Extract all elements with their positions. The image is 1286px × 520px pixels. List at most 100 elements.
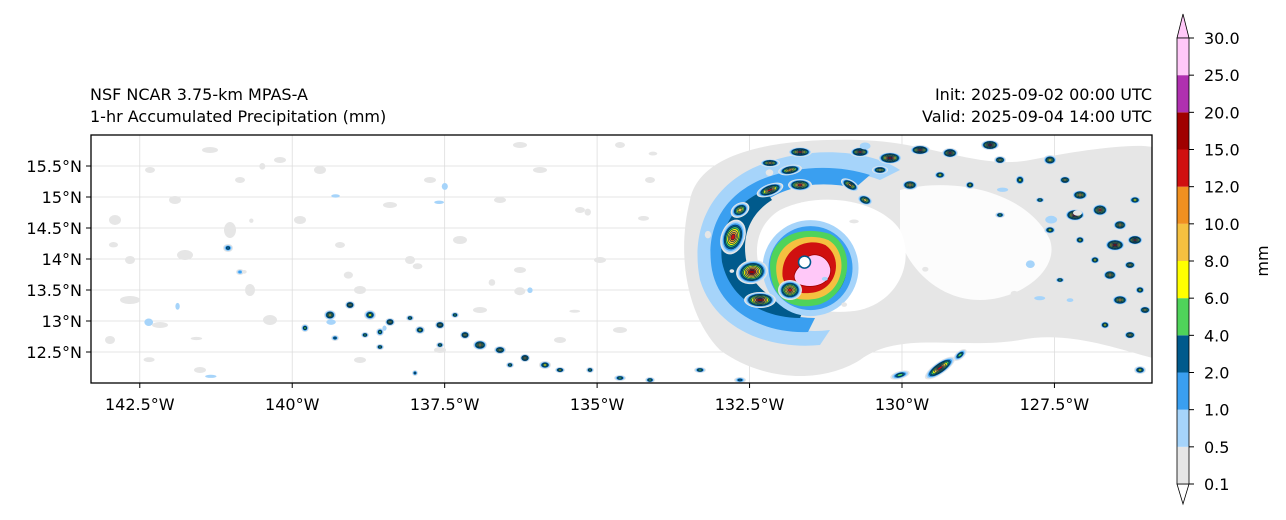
light-rain-area bbox=[533, 167, 547, 173]
rain-cell bbox=[385, 318, 395, 326]
lat-axis: 12.5°N 13°N 13.5°N 14°N 14.5°N 15°N 15.5°N bbox=[26, 157, 91, 362]
rain-contour bbox=[863, 198, 867, 202]
rain-contour bbox=[878, 168, 882, 172]
rain-contour bbox=[767, 188, 773, 192]
rain-speck bbox=[729, 269, 735, 273]
rain-contour bbox=[998, 213, 1002, 217]
light-rain-area bbox=[594, 257, 606, 263]
rain-contour bbox=[368, 313, 372, 317]
lat-tick-label: 13.5°N bbox=[26, 281, 82, 300]
rain-contour bbox=[543, 363, 547, 367]
rain-contour bbox=[730, 233, 736, 241]
rain-cell bbox=[1112, 295, 1128, 305]
rain-speck bbox=[331, 194, 340, 198]
rain-cell bbox=[953, 349, 967, 361]
rain-contour bbox=[957, 352, 963, 358]
colorbar-tick-label: 6.0 bbox=[1204, 289, 1229, 308]
rain-cell bbox=[1139, 306, 1151, 314]
colorbar-tick-label: 12.0 bbox=[1204, 178, 1240, 197]
rain-speck bbox=[1045, 215, 1058, 224]
light-rain-area bbox=[613, 327, 627, 333]
rain-cell bbox=[1075, 236, 1085, 244]
colorbar-swatch bbox=[1177, 298, 1189, 336]
rain-cell bbox=[934, 171, 946, 179]
rain-cell bbox=[361, 332, 369, 338]
rain-speck bbox=[841, 302, 848, 307]
rain-speck bbox=[241, 269, 247, 274]
light-rain-area bbox=[120, 296, 140, 304]
lon-tick-label: 140°W bbox=[265, 395, 320, 414]
rain-contour bbox=[378, 345, 382, 349]
rain-contour bbox=[1118, 223, 1122, 227]
lat-tick-label: 13°N bbox=[42, 312, 82, 331]
rain-contour bbox=[1078, 193, 1082, 197]
rain-cell bbox=[995, 212, 1005, 218]
rain-cell bbox=[1124, 261, 1136, 269]
rain-contour bbox=[463, 333, 467, 337]
rain-contour bbox=[388, 320, 392, 324]
rain-cell bbox=[614, 375, 626, 381]
rain-contour bbox=[1113, 243, 1117, 247]
light-rain-area bbox=[453, 236, 467, 244]
rain-contour bbox=[797, 150, 803, 154]
rain-cell bbox=[1055, 277, 1065, 283]
light-rain-area bbox=[194, 367, 206, 373]
light-rain-area bbox=[263, 315, 277, 325]
rain-cell bbox=[1113, 220, 1127, 230]
rain-cell bbox=[494, 346, 506, 354]
rain-cell bbox=[406, 315, 414, 321]
rain-cell bbox=[223, 244, 233, 252]
rain-speck bbox=[922, 266, 929, 272]
light-rain-area bbox=[335, 242, 345, 248]
rain-speck bbox=[584, 208, 591, 216]
rain-contour bbox=[363, 333, 367, 337]
rain-speck bbox=[343, 271, 353, 279]
lat-tick-label: 14°N bbox=[42, 250, 82, 269]
rain-contour bbox=[887, 156, 893, 160]
rain-contour bbox=[937, 365, 943, 371]
colorbar-tick-label: 30.0 bbox=[1204, 29, 1240, 48]
rain-speck bbox=[108, 242, 119, 248]
light-rain-area bbox=[424, 177, 436, 183]
rain-cell bbox=[981, 140, 999, 150]
rain-speck bbox=[382, 325, 387, 331]
colorbar-tick-label: 1.0 bbox=[1204, 401, 1229, 420]
rain-cell bbox=[345, 301, 355, 309]
rain-speck bbox=[144, 318, 154, 327]
rain-contour bbox=[737, 208, 743, 212]
colorbar-tick-label: 0.1 bbox=[1204, 475, 1229, 494]
rain-contour bbox=[908, 183, 912, 187]
rain-contour bbox=[1098, 208, 1102, 212]
storm-eye bbox=[797, 255, 812, 269]
light-rain-area bbox=[514, 267, 526, 273]
rain-cell bbox=[878, 152, 902, 164]
rain-cell bbox=[744, 292, 776, 308]
colorbar: 0.1 0.5 1.0 2.0 4.0 6.0 8.0 10.0 12.0 15.0 20.0 25.… bbox=[1176, 13, 1272, 506]
rain-cell bbox=[890, 370, 910, 380]
rain-contour bbox=[1093, 258, 1097, 262]
lon-tick-label: 137.5°W bbox=[410, 395, 480, 414]
rain-contour bbox=[225, 246, 231, 250]
rain-contour bbox=[918, 148, 922, 152]
rain-speck bbox=[143, 357, 155, 363]
colorbar-tick-label: 25.0 bbox=[1204, 66, 1240, 85]
rain-cell bbox=[788, 179, 812, 191]
rain-contour bbox=[1103, 323, 1107, 327]
rain-contour bbox=[1078, 238, 1082, 242]
rain-cell bbox=[331, 335, 339, 341]
rain-contour bbox=[328, 313, 332, 317]
rain-contour bbox=[1048, 228, 1052, 232]
rain-contour bbox=[1048, 158, 1052, 162]
rain-contour bbox=[1143, 308, 1147, 312]
rain-contour bbox=[787, 288, 793, 292]
colorbar-swatch bbox=[1177, 261, 1189, 299]
rain-speck bbox=[1066, 298, 1074, 303]
rain-speck bbox=[527, 287, 533, 294]
rain-cell bbox=[435, 321, 445, 329]
rain-cell bbox=[1015, 175, 1025, 185]
rain-contour bbox=[848, 183, 852, 187]
colorbar-swatch bbox=[1177, 335, 1189, 373]
rain-cell bbox=[364, 310, 376, 320]
rain-cell bbox=[451, 312, 459, 318]
rain-contour bbox=[438, 343, 442, 347]
